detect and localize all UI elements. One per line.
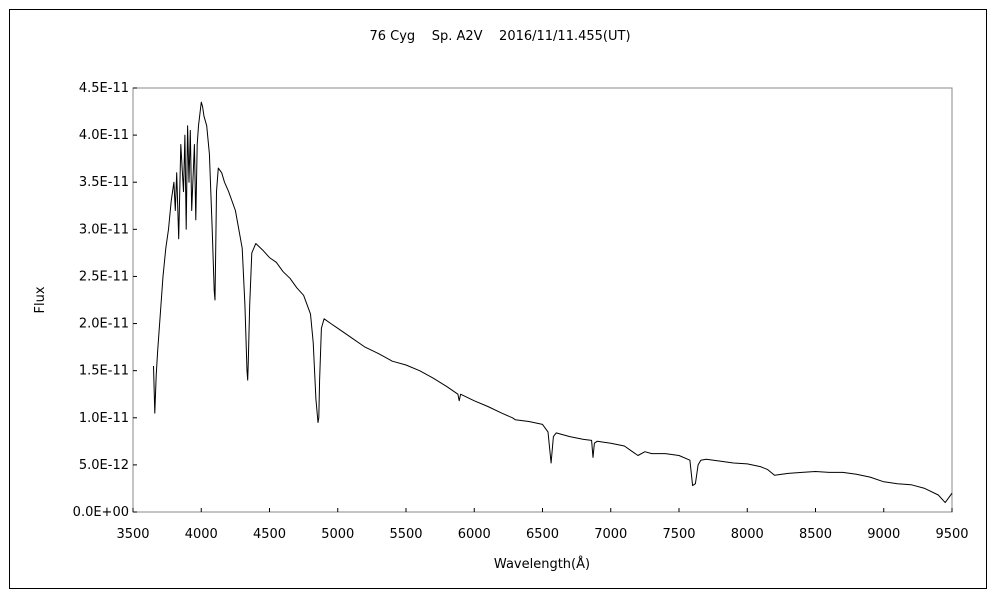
x-axis: 3500 4000 4500 5000 5500 6000 6500 7000 7500 8000… (116, 508, 969, 542)
x-tick-label: 9500 (935, 527, 968, 542)
y-tick-label: 4.0E-11 (79, 128, 129, 143)
chart-title: 76 Cyg Sp. A2V 2016/11/11.455(UT) (369, 29, 630, 44)
series-line (153, 101, 953, 504)
x-tick-label: 6000 (458, 527, 491, 542)
chart-frame (9, 9, 987, 589)
y-tick-label: 1.0E-11 (79, 411, 129, 426)
x-tick-label: 4500 (253, 527, 286, 542)
y-axis: 0.0E+00 5.0E-12 1.0E-11 1.5E-11 2.0E-11 2.5E-… (73, 81, 137, 520)
plot-area (132, 87, 953, 513)
y-tick-label: 1.5E-11 (79, 364, 129, 379)
x-tick-label: 5500 (389, 527, 422, 542)
y-tick-label: 5.0E-12 (79, 458, 129, 473)
y-tick-label: 3.0E-11 (79, 222, 129, 237)
y-tick-label: 0.0E+00 (73, 505, 129, 520)
x-tick-label: 7000 (594, 527, 627, 542)
y-tick-label: 2.0E-11 (79, 317, 129, 332)
x-tick-label: 4000 (185, 527, 218, 542)
y-tick-label: 4.5E-11 (79, 81, 129, 96)
x-tick-label: 9000 (867, 527, 900, 542)
x-tick-label: 7500 (662, 527, 695, 542)
x-tick-label: 5000 (321, 527, 354, 542)
y-tick-label: 2.5E-11 (79, 269, 129, 284)
x-tick-label: 6500 (526, 527, 559, 542)
y-tick-label: 3.5E-11 (79, 175, 129, 190)
x-axis-label: Wavelength(Å) (494, 556, 590, 572)
x-tick-label: 3500 (116, 527, 149, 542)
x-tick-label: 8000 (731, 527, 764, 542)
y-axis-label: Flux (33, 286, 48, 313)
x-tick-label: 8500 (799, 527, 832, 542)
